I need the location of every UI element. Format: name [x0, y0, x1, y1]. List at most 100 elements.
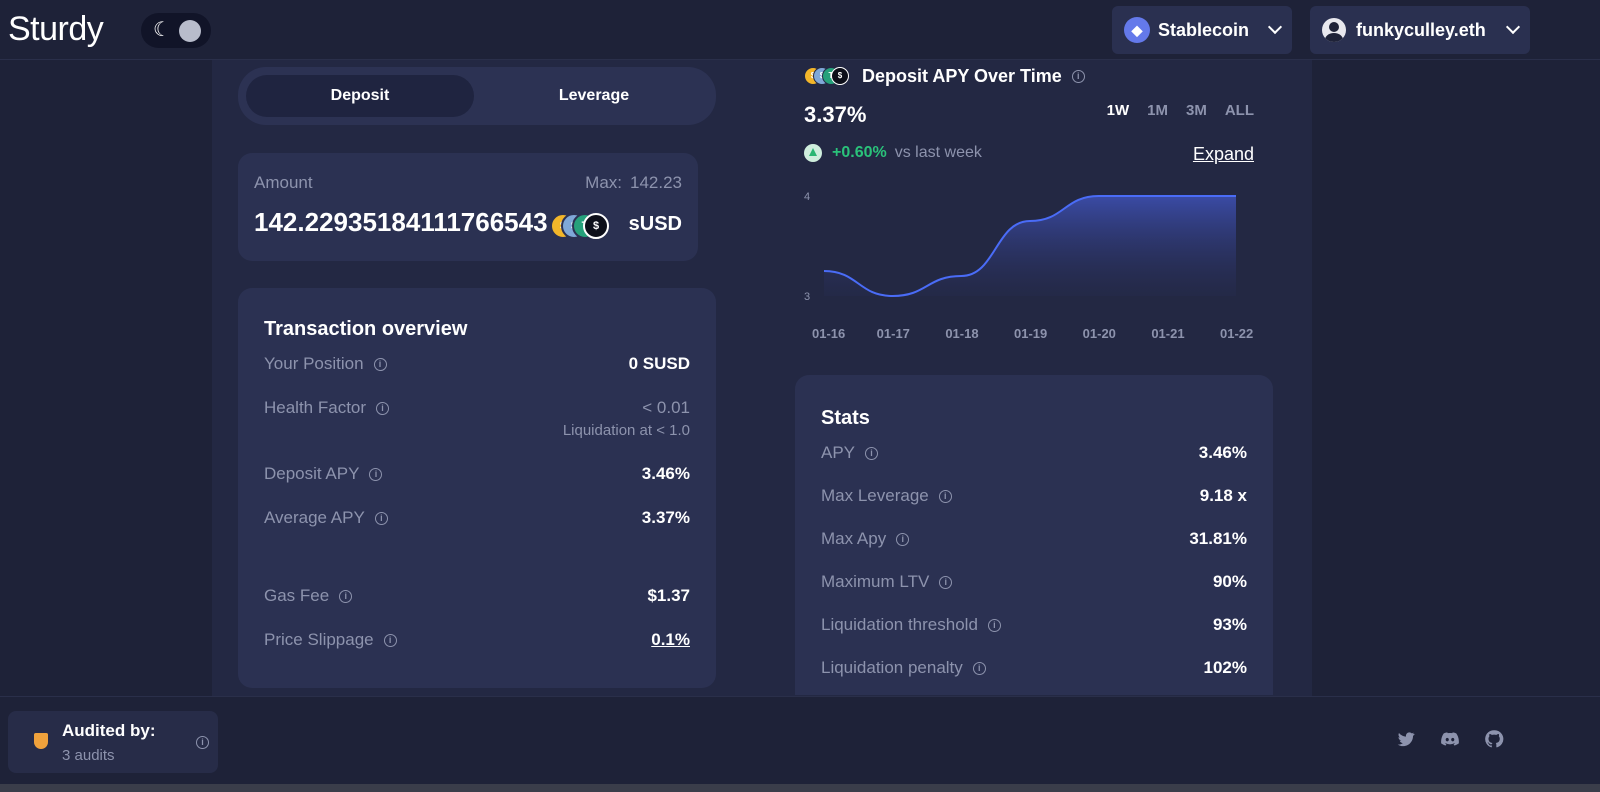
slippage-label: Price Slippage	[264, 630, 374, 649]
info-icon[interactable]: i	[376, 401, 390, 415]
transaction-overview-card: Transaction overview Your Position i 0 SU…	[238, 288, 716, 688]
info-icon[interactable]: i	[383, 633, 397, 647]
apy-chart-panel: $ $ T $ Deposit APY Over Time i 3.37% 1W…	[804, 66, 1254, 356]
gas-fee-row: Gas Fee i $1.37	[264, 586, 690, 610]
amount-input[interactable]: 142.22935184111766543	[254, 207, 548, 237]
twitter-icon[interactable]	[1396, 729, 1416, 749]
info-icon[interactable]: i	[987, 618, 1001, 632]
shield-icon	[34, 733, 48, 749]
stat-apy-value: 3.46%	[1198, 443, 1247, 462]
audit-count: 3 audits	[62, 747, 115, 764]
chevron-down-icon	[1267, 19, 1283, 35]
info-icon[interactable]: i	[939, 575, 953, 589]
range-3m[interactable]: 3M	[1185, 102, 1207, 119]
overview-title: Transaction overview	[264, 318, 468, 340]
apy-area-chart: 3 4 01-16 01-17 01-18 01-19 01-20 01-21 01-22	[804, 191, 1253, 341]
audited-by-label: Audited by:	[62, 721, 156, 740]
range-1m[interactable]: 1M	[1147, 102, 1168, 119]
position-row: Your Position i 0 SUSD	[264, 354, 690, 378]
info-icon[interactable]: i	[374, 511, 388, 525]
up-arrow-icon	[804, 144, 822, 162]
info-icon[interactable]: i	[896, 532, 910, 546]
top-bar: Sturdy ☾ ◆ Stablecoin funkyculley.eth	[0, 0, 1600, 60]
stat-liq-threshold-value: 93%	[1212, 615, 1247, 634]
chart-header: $ $ T $ Deposit APY Over Time i	[804, 66, 1085, 87]
tab-deposit[interactable]: Deposit	[246, 75, 474, 117]
average-apy-label: Average APY	[264, 508, 365, 527]
stat-max-leverage-row: Max Leverage i 9.18 x	[821, 486, 1247, 510]
stat-max-ltv-label: Maximum LTV	[821, 572, 930, 591]
token-icons: $ $ T $	[804, 66, 852, 87]
range-1w[interactable]: 1W	[1106, 102, 1130, 119]
stat-max-apy-value: 31.81%	[1189, 529, 1247, 548]
stat-liq-threshold-label: Liquidation threshold	[821, 615, 978, 634]
token-label: sUSD	[628, 213, 682, 235]
y-tick-label: 3	[804, 291, 810, 303]
amount-card: Amount Max: 142.23 142.22935184111766543 …	[238, 153, 698, 261]
health-label: Health Factor	[264, 398, 367, 417]
github-icon[interactable]	[1484, 729, 1504, 749]
delta-value: +0.60%	[832, 144, 887, 161]
app-logo[interactable]: Sturdy	[8, 10, 104, 48]
info-icon[interactable]: i	[865, 446, 879, 460]
footer: Audited by: 3 audits i	[0, 696, 1600, 792]
x-tick-label: 01-19	[1014, 326, 1047, 341]
theme-toggle[interactable]: ☾	[141, 13, 211, 48]
x-tick-label: 01-20	[1083, 326, 1116, 341]
stat-liq-penalty-row: Liquidation penalty i 102%	[821, 658, 1247, 682]
apy-delta: +0.60% vs last week	[804, 144, 982, 162]
info-icon[interactable]: i	[373, 357, 387, 371]
deposit-apy-row: Deposit APY i 3.46%	[264, 464, 690, 488]
health-factor-row: Health Factor i < 0.01	[264, 398, 690, 422]
average-apy-value: 3.37%	[641, 508, 690, 527]
network-selector[interactable]: ◆ Stablecoin	[1112, 6, 1292, 54]
stat-apy-label: APY	[821, 443, 856, 462]
range-tabs: 1W 1M 3M ALL	[1107, 102, 1254, 119]
audit-badge[interactable]: Audited by: 3 audits i	[8, 711, 218, 773]
max-label: Max:	[585, 173, 622, 192]
user-icon	[1322, 18, 1346, 42]
account-selector[interactable]: funkyculley.eth	[1310, 6, 1530, 54]
slippage-value[interactable]: 0.1%	[651, 630, 690, 649]
moon-icon: ☾	[153, 19, 171, 41]
mode-tabs: Deposit Leverage	[238, 67, 716, 125]
y-tick-label: 4	[804, 191, 810, 203]
liquidation-note: Liquidation at < 1.0	[562, 422, 690, 439]
stat-liq-threshold-row: Liquidation threshold i 93%	[821, 615, 1247, 639]
info-icon[interactable]: i	[938, 489, 952, 503]
average-apy-row: Average APY i 3.37%	[264, 508, 690, 532]
info-icon[interactable]: i	[196, 736, 209, 749]
max-value: 142.23	[630, 173, 682, 192]
position-value: 0 SUSD	[628, 354, 690, 373]
range-all[interactable]: ALL	[1224, 102, 1254, 119]
account-label: funkyculley.eth	[1356, 19, 1486, 40]
stat-max-apy-row: Max Apy i 31.81%	[821, 529, 1247, 553]
stat-max-leverage-value: 9.18 x	[1199, 486, 1247, 505]
bottom-strip	[0, 784, 1600, 792]
info-icon[interactable]: i	[972, 661, 986, 675]
stat-max-ltv-row: Maximum LTV i 90%	[821, 572, 1247, 596]
position-label: Your Position	[264, 354, 364, 373]
x-tick-label: 01-18	[945, 326, 978, 341]
delta-note: vs last week	[894, 144, 982, 161]
stats-title: Stats	[821, 407, 870, 429]
x-tick-label: 01-17	[877, 326, 910, 341]
gas-fee-label: Gas Fee	[264, 586, 330, 605]
stat-apy-row: APY i 3.46%	[821, 443, 1247, 467]
gas-fee-value: $1.37	[647, 586, 690, 605]
x-tick-label: 01-22	[1220, 326, 1253, 341]
x-tick-label: 01-16	[812, 326, 845, 341]
info-icon[interactable]: i	[369, 467, 383, 481]
network-label: Stablecoin	[1158, 19, 1250, 40]
info-icon[interactable]: i	[1071, 70, 1085, 83]
coin-icon: $	[831, 66, 849, 85]
discord-icon[interactable]	[1440, 729, 1460, 749]
info-icon[interactable]: i	[339, 589, 353, 603]
tab-leverage[interactable]: Leverage	[558, 87, 630, 104]
max-amount[interactable]: Max: 142.23	[577, 173, 682, 193]
apy-area-fill	[824, 196, 1236, 296]
chevron-down-icon	[1505, 19, 1521, 35]
toggle-knob	[179, 20, 201, 42]
stat-max-ltv-value: 90%	[1212, 572, 1247, 591]
expand-link[interactable]: Expand	[1192, 144, 1254, 164]
